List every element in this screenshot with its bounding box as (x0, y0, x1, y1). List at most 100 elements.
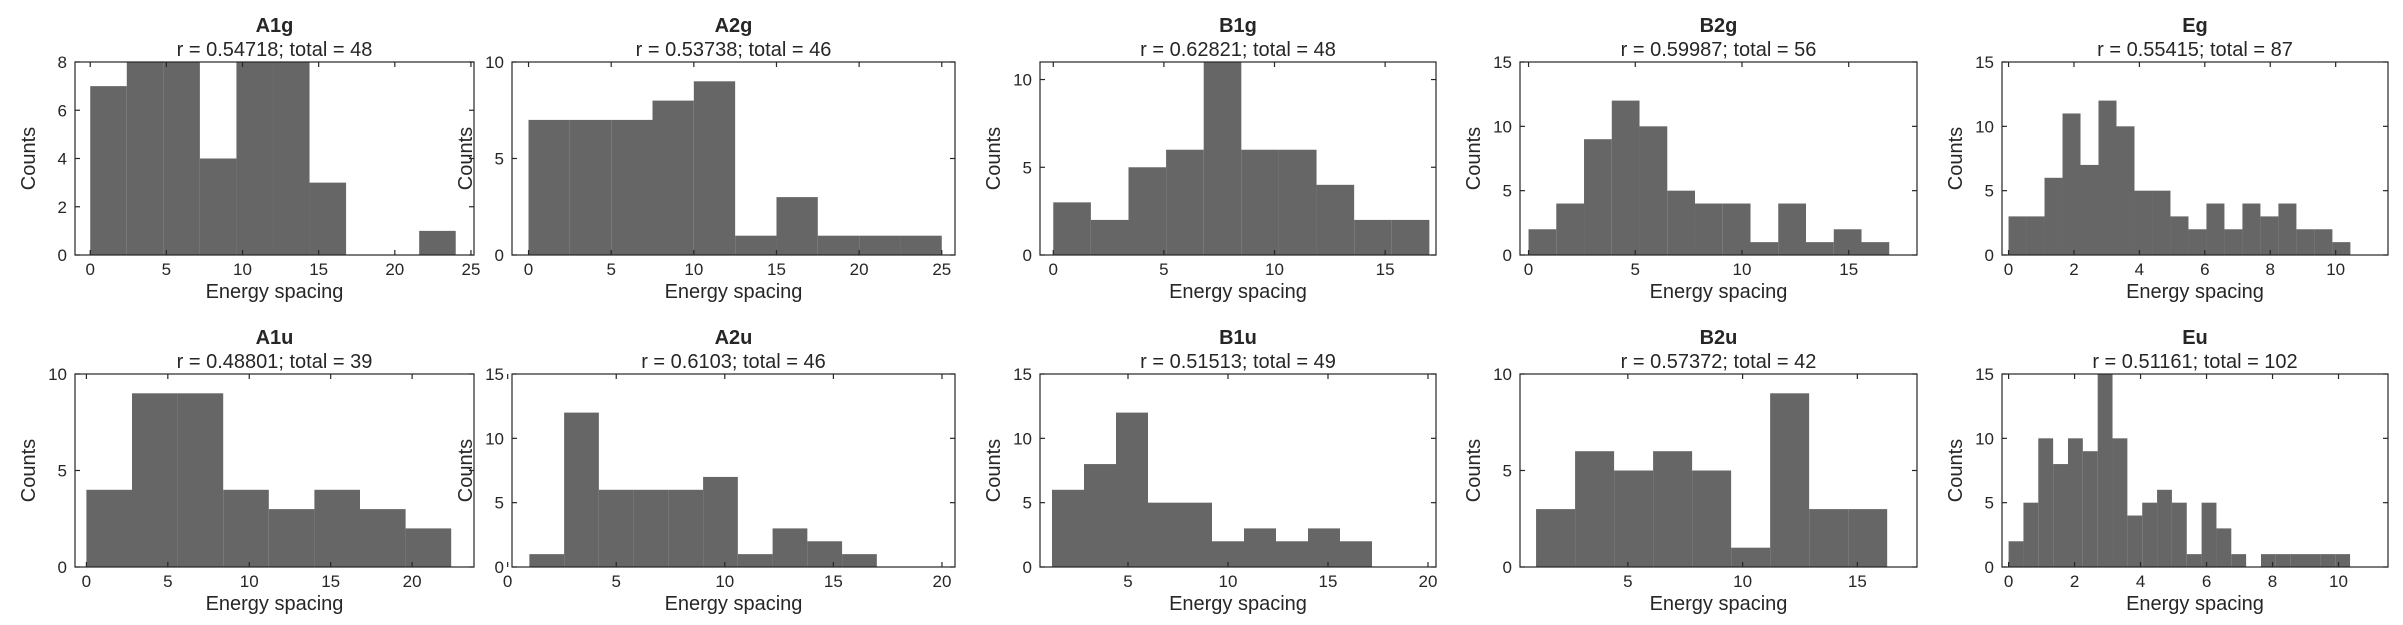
x-tick-label: 4 (2136, 572, 2145, 591)
histogram-bar (199, 158, 237, 255)
x-tick-label: 5 (1159, 260, 1168, 279)
histogram-bar (2080, 164, 2099, 255)
panel-title: A1g (256, 15, 294, 37)
x-tick-label: 0 (1049, 260, 1058, 279)
y-axis-label: Counts (18, 127, 40, 190)
axes-box (1039, 61, 1437, 256)
y-tick-label: 5 (1985, 182, 1994, 201)
histogram-bar (1556, 203, 1585, 255)
y-tick-label: 0 (1023, 558, 1032, 577)
x-tick-label: 15 (1848, 572, 1867, 591)
x-tick-label: 0 (2004, 572, 2013, 591)
histogram-bar (2186, 554, 2202, 567)
histogram-bar (2142, 502, 2158, 567)
y-tick-label: 15 (485, 365, 504, 384)
histogram-bar (2260, 554, 2276, 567)
panel-title: Eg (2182, 15, 2208, 37)
histogram-bar (2242, 203, 2261, 255)
histogram-bar (1614, 470, 1654, 567)
y-tick-label: 2 (58, 198, 67, 217)
y-tick-label: 5 (1023, 158, 1032, 177)
histogram-bar (2082, 451, 2098, 567)
histogram-bar (223, 489, 269, 567)
x-tick-label: 10 (2326, 260, 2345, 279)
y-tick-label: 10 (1013, 71, 1032, 90)
x-tick-label: 15 (1376, 260, 1395, 279)
panel-subtitle: r = 0.48801; total = 39 (177, 351, 373, 373)
histogram-bar (703, 476, 738, 567)
x-tick-label: 5 (1123, 572, 1132, 591)
panel-subtitle: r = 0.6103; total = 46 (641, 351, 826, 373)
histogram-bar (2008, 541, 2024, 567)
x-tick-label: 15 (309, 260, 328, 279)
y-axis-label: Counts (455, 127, 477, 190)
y-axis-label: Counts (1463, 127, 1485, 190)
histogram-bar (1806, 242, 1834, 255)
y-axis-label: Counts (1463, 439, 1485, 502)
histogram-bar (2260, 216, 2279, 255)
x-tick-label: 5 (1623, 572, 1632, 591)
y-tick-label: 5 (58, 462, 67, 481)
histogram-bar (1308, 528, 1340, 567)
x-tick-label: 5 (606, 260, 615, 279)
histogram-bar (1090, 219, 1129, 255)
histogram-bar (1276, 541, 1308, 567)
histogram-bar (2062, 113, 2081, 255)
x-tick-label: 0 (82, 572, 91, 591)
y-tick-label: 15 (1975, 53, 1994, 72)
histogram-bar (177, 393, 224, 567)
histogram-bar (2171, 502, 2187, 567)
histogram-bar (569, 119, 612, 256)
axes-box (511, 373, 956, 568)
histogram-bar (1639, 126, 1668, 255)
histogram-panel-eu: 0 2 4 6 8 10 0 5 10 15 Eur = 0.51161; total = 102 E… (1945, 327, 2389, 615)
histogram-bar (2044, 177, 2063, 255)
y-axis-label: Counts (18, 439, 40, 502)
axes-box (1039, 373, 1437, 568)
histogram-bar (1611, 100, 1640, 255)
histogram-bar (90, 86, 127, 256)
x-tick-label: 5 (163, 572, 172, 591)
x-tick-label: 8 (2266, 260, 2275, 279)
histogram-bar (2098, 100, 2117, 255)
x-axis-label: Energy spacing (1650, 593, 1788, 615)
histogram-bar (2332, 242, 2351, 255)
histogram-bar (1148, 502, 1180, 567)
y-tick-label: 0 (1503, 558, 1512, 577)
y-axis-label: Counts (455, 439, 477, 502)
x-tick-label: 10 (1733, 260, 1752, 279)
histogram-bar (1278, 149, 1317, 255)
histogram-bar (2152, 190, 2171, 255)
histogram-bar (2305, 554, 2321, 567)
histogram-bar (1575, 451, 1615, 567)
histogram-bar (1778, 203, 1807, 255)
x-tick-label: 8 (2268, 572, 2277, 591)
y-tick-label: 0 (495, 558, 504, 577)
histogram-bar (1653, 451, 1693, 567)
histogram-bar (1203, 62, 1242, 255)
y-tick-label: 0 (58, 246, 67, 265)
histogram-bar (2296, 229, 2315, 255)
histogram-bar (2231, 554, 2247, 567)
histogram-bar (807, 541, 843, 567)
y-tick-label: 10 (48, 365, 67, 384)
histogram-bar (2206, 203, 2225, 255)
x-tick-label: 20 (850, 260, 869, 279)
panel-subtitle: r = 0.51161; total = 102 (2092, 351, 2297, 373)
histogram-bar (86, 489, 132, 567)
histogram-bar (1809, 509, 1849, 567)
y-tick-label: 0 (1503, 246, 1512, 265)
histogram-bar (1584, 139, 1612, 255)
histogram-bar (1667, 190, 1696, 255)
histogram-bar (652, 100, 694, 255)
y-tick-label: 8 (58, 53, 67, 72)
histogram-bar (2053, 464, 2068, 567)
histogram-bar (1536, 509, 1576, 567)
histogram-bar (1695, 203, 1723, 255)
y-axis-label: Counts (983, 439, 1005, 502)
histogram-bar (419, 230, 456, 256)
